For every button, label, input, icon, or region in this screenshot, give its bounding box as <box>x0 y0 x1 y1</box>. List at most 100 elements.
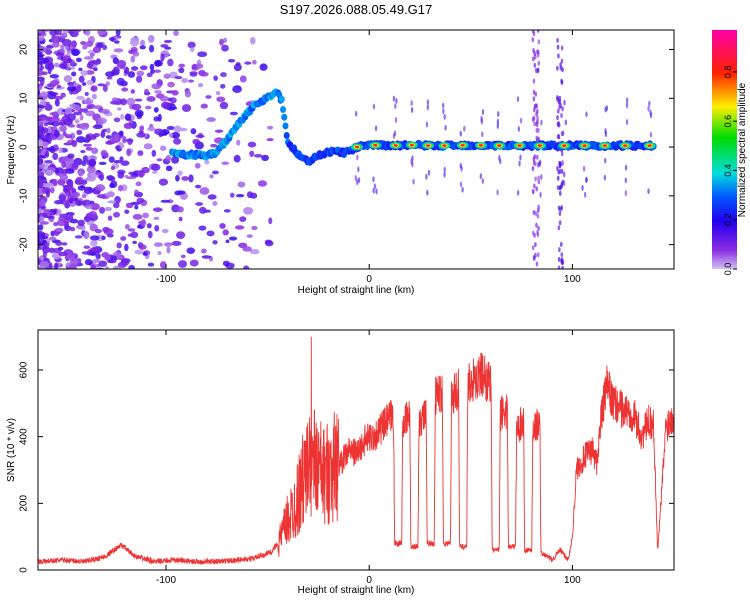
noise-speck <box>139 65 148 71</box>
noise-speck <box>215 91 221 96</box>
noise-speck <box>66 179 74 188</box>
snr-ylabel: SNR (10 * v/v) <box>6 418 17 482</box>
peak-smear <box>563 99 566 106</box>
noise-speck <box>130 55 136 63</box>
artifact-speck <box>558 185 562 191</box>
artifact-speck <box>537 175 540 181</box>
noise-speck <box>198 206 207 214</box>
noise-speck <box>153 242 163 247</box>
noise-speck <box>138 244 147 250</box>
colorbar-tick-label: 0.8 <box>723 66 733 79</box>
spectrogram-area <box>38 30 657 269</box>
noise-speck <box>120 236 127 241</box>
noise-speck <box>68 264 76 269</box>
noise-speck <box>220 72 227 78</box>
noise-speck <box>67 81 74 86</box>
noise-speck <box>85 134 92 142</box>
noise-speck <box>46 215 55 219</box>
noise-speck <box>163 39 173 44</box>
noise-speck <box>97 30 106 36</box>
noise-speck <box>120 98 128 106</box>
noise-speck <box>188 174 194 183</box>
noise-speck <box>267 125 274 130</box>
noise-speck <box>91 147 99 155</box>
artifact-speck <box>536 115 539 121</box>
noise-speck <box>39 215 45 223</box>
noise-speck <box>219 222 226 229</box>
noise-speck <box>113 159 122 164</box>
peak-smear <box>394 103 397 110</box>
noise-speck <box>113 117 121 123</box>
noise-speck <box>243 206 254 215</box>
noise-speck <box>212 240 218 245</box>
noise-speck <box>126 148 132 157</box>
noise-speck <box>264 239 273 245</box>
artifact-speck <box>536 52 540 58</box>
noise-speck <box>174 190 182 196</box>
peak-smear <box>410 106 414 113</box>
peak-smear <box>625 97 629 104</box>
noise-speck <box>57 219 67 227</box>
noise-speck <box>249 248 260 255</box>
artifact-speck <box>537 39 541 45</box>
peak-smear <box>393 130 397 137</box>
x-tick-label: -100 <box>156 274 176 285</box>
artifact-speck <box>533 183 536 189</box>
artifact-speck <box>537 60 541 66</box>
noise-speck <box>113 201 120 209</box>
noise-speck <box>103 228 114 236</box>
artifact-speck <box>536 30 540 33</box>
artifact-speck <box>535 135 539 141</box>
noise-speck <box>209 174 214 179</box>
noise-speck <box>206 230 215 237</box>
noise-speck <box>153 216 160 221</box>
peak-smear <box>625 119 629 126</box>
noise-speck <box>126 97 136 106</box>
noise-speck <box>135 181 142 187</box>
artifact-speck <box>532 56 535 62</box>
noise-speck <box>171 240 182 247</box>
noise-speck <box>165 154 172 162</box>
artifact-speck <box>532 96 536 102</box>
peak-smear <box>496 118 500 125</box>
peak-smear <box>443 171 446 178</box>
noise-speck <box>85 41 94 47</box>
noise-speck <box>134 249 144 255</box>
peak-smear <box>425 121 429 128</box>
noise-speck <box>55 241 63 246</box>
noise-speck <box>223 209 231 213</box>
peak-smear <box>357 166 360 173</box>
noise-speck <box>45 170 54 176</box>
noise-speck <box>83 245 91 249</box>
artifact-speck <box>534 103 538 109</box>
noise-speck <box>46 147 54 151</box>
noise-speck <box>227 58 236 63</box>
noise-speck <box>80 149 86 154</box>
noise-speck <box>104 254 109 261</box>
artifact-speck <box>561 265 564 269</box>
artifact-speck <box>536 68 539 74</box>
artifact-speck <box>531 116 535 122</box>
peak-smear <box>427 169 431 176</box>
noise-speck <box>205 95 212 99</box>
noise-speck <box>94 228 103 234</box>
artifact-speck <box>559 241 563 247</box>
artifact-speck <box>533 154 536 160</box>
noise-speck <box>38 208 43 214</box>
noise-speck <box>120 160 130 166</box>
noise-speck <box>64 45 70 51</box>
noise-speck <box>144 105 152 110</box>
tone-peak-core <box>562 144 567 147</box>
noise-speck <box>51 116 60 123</box>
noise-speck <box>151 149 157 157</box>
colorbar-gradient <box>712 30 737 269</box>
x-tick-label: 0 <box>366 575 372 586</box>
noise-speck <box>173 125 182 133</box>
noise-speck <box>198 225 207 231</box>
artifact-speck <box>557 205 561 211</box>
noise-speck <box>68 197 74 204</box>
noise-speck <box>47 121 55 126</box>
noise-speck <box>117 184 124 192</box>
noise-speck <box>206 117 216 122</box>
peak-smear <box>372 176 375 183</box>
